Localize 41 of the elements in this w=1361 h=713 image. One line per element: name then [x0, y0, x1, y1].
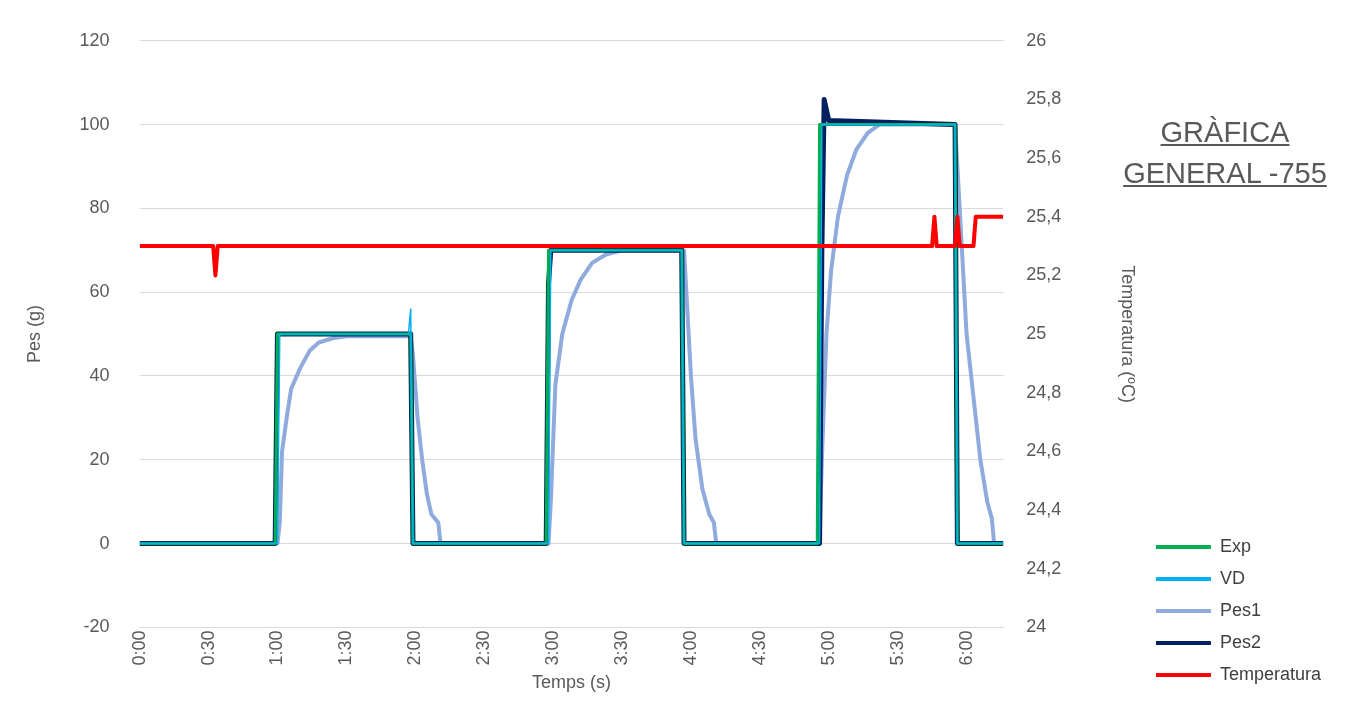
legend-label: Temperatura: [1219, 663, 1322, 684]
y-tick-label: 120: [79, 29, 110, 50]
text: GRÀFICA GENERAL -755: [1122, 115, 1328, 191]
y2-tick-label: 25,8: [1026, 88, 1062, 109]
y2-tick-label: 24,6: [1026, 440, 1062, 461]
y2-tick-label: 24,8: [1026, 381, 1062, 402]
x-tick-label: 4:00: [679, 630, 700, 666]
x-tick-label: 3:30: [610, 630, 631, 666]
y2-axis-title: Temperatura (ºC): [1118, 265, 1139, 403]
x-tick-label: 5:00: [817, 630, 838, 666]
x-tick-label: 2:00: [404, 630, 425, 666]
y2-tick-label: 25,6: [1026, 147, 1062, 168]
y-tick-label: 80: [89, 197, 110, 218]
legend-label: VD: [1219, 567, 1245, 588]
y2-tick-label: 25: [1026, 323, 1047, 344]
y2-tick-label: 24,4: [1026, 499, 1062, 520]
legend-label: Exp: [1219, 535, 1251, 556]
y-axis-title: Pes (g): [23, 305, 44, 364]
x-tick-label: 3:00: [542, 630, 563, 666]
y2-tick-label: 25,4: [1026, 205, 1062, 226]
x-tick-label: 0:00: [128, 630, 149, 666]
x-axis-title: Temps (s): [531, 672, 611, 693]
legend-label: Pes2: [1219, 631, 1261, 652]
x-tick-label: 0:30: [197, 630, 218, 666]
x-tick-label: 5:30: [886, 630, 907, 666]
x-tick-label: 2:30: [473, 630, 494, 666]
y-tick-label: 100: [79, 113, 110, 134]
y-tick-label: 60: [89, 281, 110, 302]
x-tick-label: 4:30: [748, 630, 769, 666]
y-tick-label: 20: [89, 448, 110, 469]
x-tick-label: 1:00: [266, 630, 287, 666]
y2-tick-label: 24: [1026, 616, 1047, 637]
y2-tick-label: 24,2: [1026, 557, 1062, 578]
legend-label: Pes1: [1219, 599, 1261, 620]
y-tick-label: -20: [83, 616, 110, 637]
x-tick-label: 1:30: [335, 630, 356, 666]
y2-tick-label: 25,2: [1026, 264, 1062, 285]
y-tick-label: 40: [89, 364, 110, 385]
y-tick-label: 0: [99, 532, 110, 553]
x-tick-label: 6:00: [955, 630, 976, 666]
y2-tick-label: 26: [1026, 29, 1047, 50]
